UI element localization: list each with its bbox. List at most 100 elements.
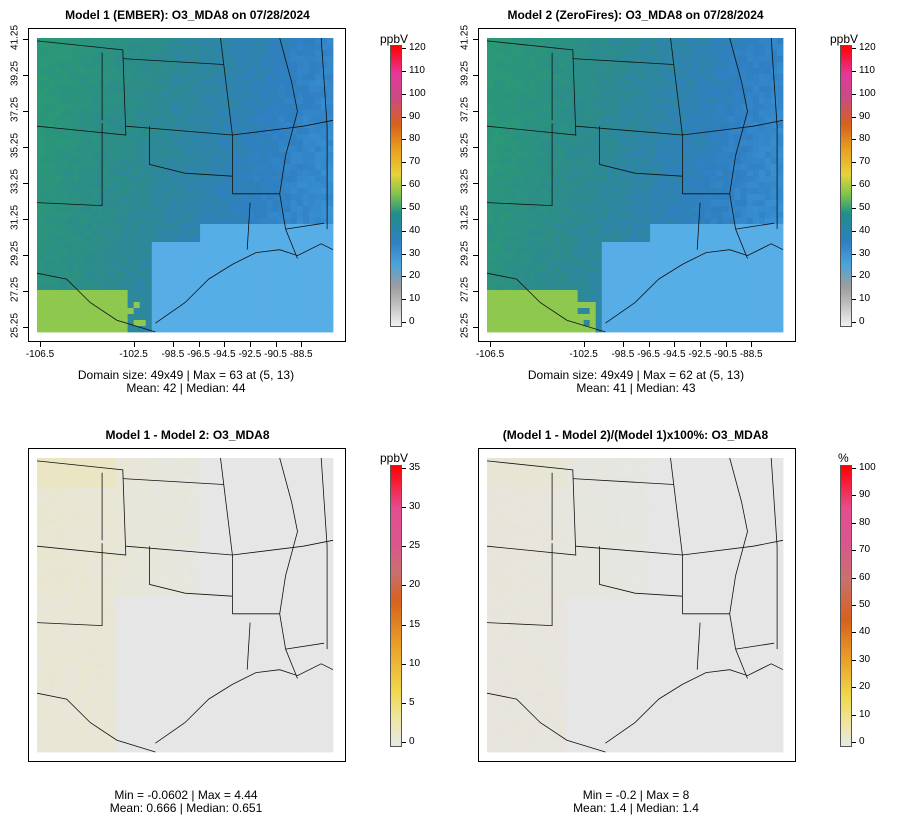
x-tick-label: -88.5 (739, 349, 763, 360)
colorbar-unit: % (838, 451, 849, 465)
stats-line1: Domain size: 49x49 | Max = 62 at (5, 13) (527, 368, 745, 382)
colorbar-label: 30 (409, 501, 421, 513)
colorbar-tick (852, 742, 856, 743)
y-tick (23, 291, 28, 292)
colorbar-unit: ppbV (830, 32, 859, 46)
colorbar-label: 20 (409, 579, 421, 591)
x-tick (674, 342, 676, 347)
colorbar-label: 70 (859, 156, 871, 168)
y-tick-label: 31.25 (459, 204, 471, 231)
colorbar-label: 30 (859, 247, 871, 259)
colorbar-label: 90 (859, 110, 871, 122)
map-svg (36, 37, 334, 333)
y-tick (23, 39, 28, 40)
colorbar-label: 10 (859, 708, 871, 720)
colorbar-label: 100 (409, 87, 426, 99)
colorbar-tick (852, 577, 856, 579)
colorbar-tick (402, 185, 406, 186)
colorbar-tick (402, 230, 406, 232)
colorbar-tick (402, 546, 406, 548)
colorbar-label: 35 (409, 462, 421, 473)
colorbar-tick (852, 185, 856, 186)
colorbar-label: 10 (409, 657, 421, 669)
x-tick (490, 342, 491, 347)
panel-title: Model 1 - Model 2: O3_MDA8 (105, 428, 270, 442)
colorbar-unit: ppbV (380, 32, 409, 46)
y-tick-label: 29.25 (459, 240, 471, 267)
colorbar-tick (852, 322, 856, 323)
panel-title: (Model 1 - Model 2)/(Model 1)x100%: O3_M… (502, 428, 769, 442)
colorbar-label: 0 (409, 316, 415, 327)
colorbar-tick (402, 253, 406, 255)
colorbar-tick (402, 624, 406, 626)
colorbar-label: 90 (409, 110, 421, 122)
x-tick-label: -94.5 (662, 349, 686, 360)
x-tick-label: -106.5 (475, 349, 505, 360)
colorbar-tick (852, 495, 856, 497)
x-tick-label: -96.5 (187, 349, 210, 360)
state-boundaries (36, 457, 334, 753)
y-tick-label: 37.25 (9, 96, 21, 123)
y-tick (473, 291, 478, 292)
colorbar-label: 0 (859, 316, 865, 327)
y-tick (23, 183, 28, 184)
colorbar (840, 465, 852, 747)
colorbar-tick (852, 48, 856, 49)
y-tick-label: 35.25 (9, 132, 21, 159)
map-frame (28, 448, 346, 762)
colorbar (840, 45, 852, 327)
colorbar-tick (852, 253, 856, 255)
map-svg (36, 457, 334, 753)
colorbar (390, 465, 402, 747)
colorbar-tick (852, 116, 856, 118)
x-tick (699, 342, 701, 347)
colorbar-tick (852, 299, 856, 301)
x-tick (583, 342, 585, 347)
colorbar-label: 25 (409, 540, 421, 552)
colorbar-tick (402, 507, 406, 509)
colorbar-tick (402, 139, 406, 141)
stats-line2: Mean: 0.666 | Median: 0.651 (109, 801, 263, 815)
stats-panel3: Min = -0.0602 | Max = 4.44 Mean: 0.666 |… (28, 789, 344, 815)
colorbar-tick (852, 550, 856, 552)
colorbar-tick (852, 714, 856, 716)
colorbar-tick (402, 742, 406, 743)
colorbar-label: 90 (859, 489, 871, 501)
y-tick (23, 147, 28, 148)
colorbar-label: 20 (409, 270, 421, 282)
panel-title: Model 1 (EMBER): O3_MDA8 on 07/28/2024 (65, 8, 310, 22)
colorbar-label: 30 (409, 247, 421, 259)
y-tick-label: 33.25 (9, 168, 21, 195)
colorbar-tick (402, 116, 406, 118)
colorbar-tick (852, 70, 856, 72)
colorbar-label: 50 (859, 201, 871, 213)
x-tick-label: -90.5 (714, 349, 737, 360)
colorbar-tick (402, 93, 406, 95)
colorbar-label: 50 (859, 599, 871, 610)
y-tick-label: 31.25 (9, 204, 21, 231)
colorbar-label: 50 (409, 201, 421, 213)
y-tick-label: 37.25 (459, 96, 471, 123)
panel-title: Model 2 (ZeroFires): O3_MDA8 on 07/28/20… (507, 8, 764, 22)
state-boundaries (486, 37, 784, 333)
stats-line1: Min = -0.2 | Max = 8 (582, 788, 690, 802)
y-tick (473, 147, 478, 148)
stats-panel2: Domain size: 49x49 | Max = 62 at (5, 13)… (478, 369, 794, 395)
map-frame (478, 448, 796, 762)
y-tick (473, 183, 478, 184)
colorbar-tick (402, 468, 406, 469)
colorbar-label: 30 (859, 653, 871, 665)
x-tick (275, 342, 277, 347)
x-tick (133, 342, 135, 347)
colorbar-tick (852, 230, 856, 232)
colorbar-tick (402, 663, 406, 665)
colorbar-label: 100 (859, 462, 876, 473)
colorbar-tick (402, 322, 406, 323)
x-tick-label: -106.5 (25, 349, 55, 360)
stats-line1: Domain size: 49x49 | Max = 63 at (5, 13) (77, 368, 295, 382)
colorbar-label: 80 (859, 133, 871, 145)
y-tick-label: 27.25 (459, 276, 471, 303)
colorbar-tick (402, 70, 406, 72)
colorbar-label: 70 (409, 156, 421, 168)
x-tick-label: -102.5 (119, 349, 148, 360)
